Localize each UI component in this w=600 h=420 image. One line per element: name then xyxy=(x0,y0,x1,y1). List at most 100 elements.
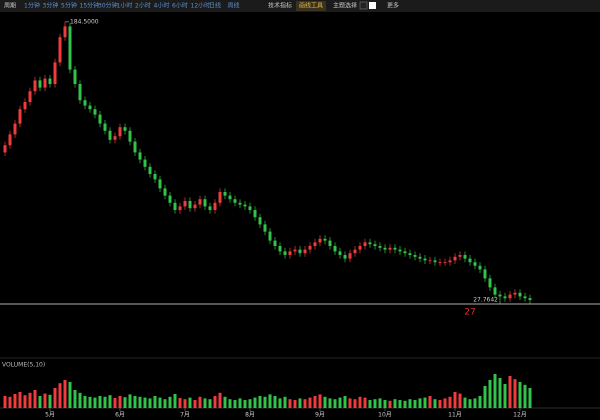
theme-light[interactable] xyxy=(369,2,376,9)
volume-bar xyxy=(248,399,252,408)
theme-button[interactable]: 主题选择 xyxy=(333,2,357,10)
volume-bar xyxy=(463,397,467,408)
candle-body xyxy=(478,265,482,270)
volume-bar xyxy=(413,400,417,408)
volume-bar xyxy=(338,397,342,408)
candle-body xyxy=(293,249,297,252)
candle-body xyxy=(263,224,267,232)
x-tick-label: 7月 xyxy=(180,412,190,419)
volume-bar xyxy=(408,399,412,408)
interval-button[interactable]: 日线 xyxy=(209,2,221,10)
volume-bar xyxy=(448,396,452,408)
volume-bar xyxy=(173,394,177,408)
candle-body xyxy=(108,130,112,140)
candle-body xyxy=(373,244,377,246)
volume-bar xyxy=(528,388,532,408)
candle-body xyxy=(273,240,277,246)
volume-bar xyxy=(193,400,197,408)
candle-body xyxy=(498,294,502,297)
candle-body xyxy=(223,192,227,196)
candle-body xyxy=(228,195,232,200)
candle-body xyxy=(13,123,17,135)
volume-bar xyxy=(118,396,122,408)
candle-body xyxy=(128,130,132,142)
volume-bar xyxy=(393,399,397,408)
interval-button[interactable]: 2小时 xyxy=(135,2,151,10)
candle-body xyxy=(268,231,272,241)
drawing-button[interactable]: 画线工具 xyxy=(299,2,323,10)
volume-bar xyxy=(48,394,52,408)
interval-button[interactable]: 15分钟 xyxy=(80,2,100,10)
more-button[interactable]: 更多 xyxy=(387,2,399,10)
candle-body xyxy=(3,145,7,153)
volume-bar xyxy=(473,398,477,408)
volume-label: VOLUME(5,10) xyxy=(2,362,45,369)
volume-bar xyxy=(83,396,87,408)
candle-body xyxy=(93,109,97,115)
candle-body xyxy=(378,246,382,248)
candle-body xyxy=(33,80,37,92)
candle-body xyxy=(368,242,372,245)
volume-bar xyxy=(128,394,132,408)
x-tick-label: 12月 xyxy=(513,412,527,419)
candle-body xyxy=(328,240,332,246)
volume-bar xyxy=(348,398,352,408)
volume-bar xyxy=(373,399,377,408)
volume-bar xyxy=(3,396,7,408)
interval-button[interactable]: 30分钟 xyxy=(98,2,118,10)
volume-bar xyxy=(363,397,367,408)
volume-bar xyxy=(133,396,137,408)
candle-body xyxy=(83,100,87,106)
volume-bar xyxy=(398,400,402,408)
interval-button[interactable]: 5分钟 xyxy=(61,2,77,10)
candle-body xyxy=(508,294,512,299)
candle-body xyxy=(493,287,497,295)
volume-bar xyxy=(428,396,432,408)
volume-bar xyxy=(153,396,157,408)
candle-body xyxy=(363,242,367,246)
candle-body xyxy=(88,105,92,110)
volume-bar xyxy=(223,396,227,408)
volume-bar xyxy=(258,396,262,408)
candle-body xyxy=(528,298,532,300)
candle-body xyxy=(298,249,302,254)
volume-bar xyxy=(438,400,442,408)
indicators-button[interactable]: 技术指标 xyxy=(268,2,292,10)
volume-bar xyxy=(13,394,17,408)
theme-dark[interactable] xyxy=(359,1,368,10)
candle-body xyxy=(53,62,57,84)
volume-bar xyxy=(403,400,407,408)
candle-body xyxy=(408,253,412,255)
candle-body xyxy=(168,195,172,203)
candle-body xyxy=(523,296,527,299)
interval-button[interactable]: 6小时 xyxy=(172,2,188,10)
volume-bar xyxy=(253,397,257,408)
interval-button[interactable]: 1分钟 xyxy=(24,2,40,10)
interval-button[interactable]: 12小时 xyxy=(191,2,211,10)
interval-button[interactable]: 3分钟 xyxy=(43,2,59,10)
candle-body xyxy=(38,80,42,88)
candle-body xyxy=(518,292,522,297)
volume-bar xyxy=(453,392,457,408)
candle-body xyxy=(313,242,317,246)
interval-button[interactable]: 4小时 xyxy=(154,2,170,10)
candle-body xyxy=(278,246,282,252)
volume-bar xyxy=(513,379,517,408)
volume-bar xyxy=(123,397,127,408)
candle-body xyxy=(183,201,187,207)
volume-bar xyxy=(73,390,77,408)
volume-bar xyxy=(298,398,302,408)
candle-body xyxy=(163,188,167,196)
candle-body xyxy=(213,202,217,210)
interval-button[interactable]: 周线 xyxy=(228,2,240,10)
volume-bar xyxy=(443,398,447,408)
volume-bar xyxy=(138,396,142,408)
volume-bar xyxy=(18,392,22,408)
interval-button[interactable]: 1小时 xyxy=(117,2,133,10)
volume-bar xyxy=(418,398,422,408)
volume-bar xyxy=(208,399,212,408)
volume-bar xyxy=(288,399,292,408)
volume-bar xyxy=(313,396,317,408)
volume-bar xyxy=(308,397,312,408)
